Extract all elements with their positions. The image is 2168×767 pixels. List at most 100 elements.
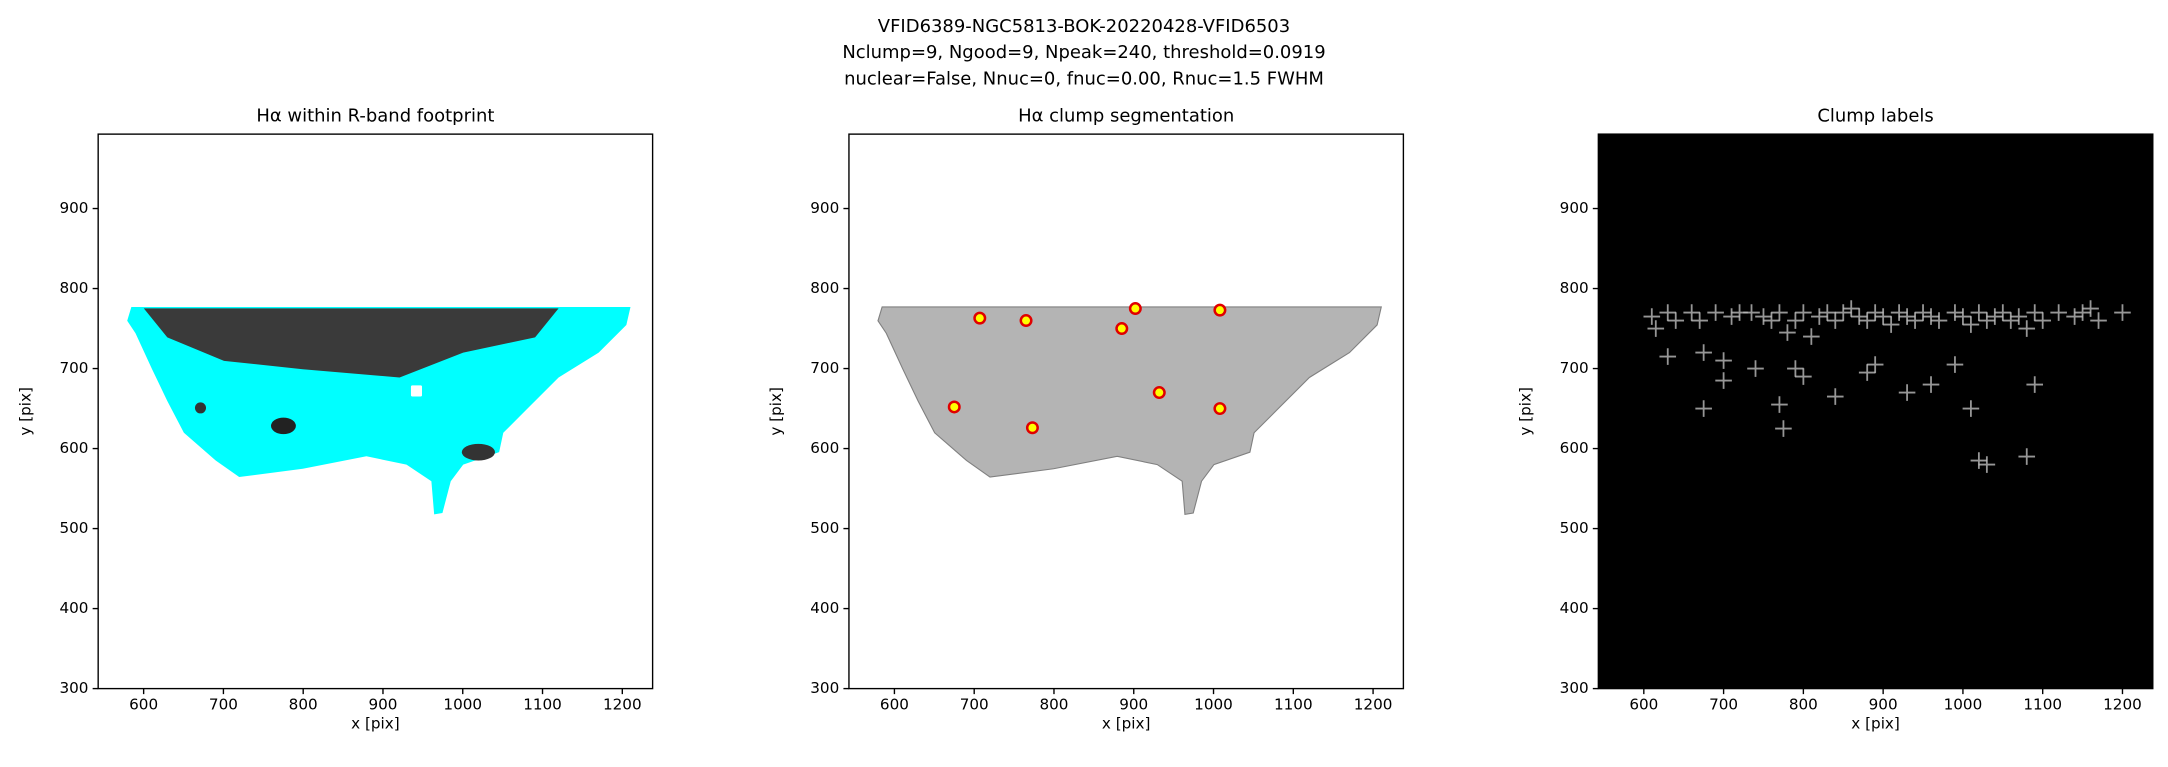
peak-marker — [1946, 304, 1964, 321]
halpha-emission — [143, 308, 559, 378]
peak-marker — [1695, 344, 1712, 361]
peak-marker — [1723, 308, 1740, 325]
halpha-blob — [271, 417, 296, 435]
y-tick-label: 600 — [810, 439, 839, 457]
peak-marker — [1811, 308, 1828, 325]
x-tick-label: 800 — [1039, 696, 1068, 714]
peak-marker — [1994, 304, 2012, 321]
y-tick-label: 400 — [59, 599, 88, 617]
peak-marker — [1866, 304, 1884, 321]
peak-marker — [1954, 308, 1972, 325]
peak-marker — [2082, 300, 2099, 317]
x-tick-label: 900 — [368, 696, 397, 714]
peak-marker — [2010, 308, 2028, 325]
y-axis-label: y [pix] — [767, 387, 785, 436]
axes-frame — [1597, 133, 2154, 690]
axes-title: Hα clump segmentation — [1018, 106, 1234, 127]
x-axis-label: x [pix] — [1102, 715, 1151, 733]
peak-marker — [1866, 356, 1884, 373]
suptitle: Nclump=9, Ngood=9, Npeak=240, threshold=… — [842, 42, 1325, 63]
peak-marker — [1755, 308, 1772, 325]
x-tick-label: 1000 — [1194, 696, 1233, 714]
peak-marker — [1946, 356, 1964, 373]
y-tick-label: 700 — [1560, 359, 1589, 377]
peak-marker — [1707, 304, 1724, 321]
y-tick-label: 500 — [59, 519, 88, 537]
nucleus-marker — [408, 382, 425, 400]
peak-marker — [1930, 312, 1948, 329]
x-tick-label: 1000 — [443, 696, 482, 714]
peak-marker — [1834, 304, 1852, 321]
peak-marker — [1779, 324, 1796, 341]
peak-marker — [1898, 308, 1916, 325]
segmentation-image — [877, 306, 1382, 516]
peak-marker — [1691, 312, 1708, 329]
y-tick-label: 800 — [59, 279, 88, 297]
peak-marker — [1647, 320, 1665, 337]
halpha-blob — [194, 402, 207, 414]
peak-marker — [2002, 312, 2020, 329]
peak-marker — [1922, 308, 1940, 325]
peak-marker — [1715, 352, 1732, 369]
peak-marker — [2066, 308, 2083, 325]
x-tick-label: 1100 — [2023, 696, 2062, 714]
clump-marker — [1213, 303, 1227, 317]
clump-marker — [1128, 302, 1142, 316]
peak-marker — [1858, 364, 1876, 381]
y-tick-label: 600 — [59, 439, 88, 457]
peak-marker — [1771, 396, 1788, 413]
clump-marker — [1019, 314, 1033, 328]
segmentation-area — [877, 306, 1382, 516]
x-tick-label: 600 — [880, 696, 909, 714]
suptitle: nuclear=False, Nnuc=0, fnuc=0.00, Rnuc=1… — [844, 68, 1324, 89]
x-tick-label: 900 — [1119, 696, 1148, 714]
peak-marker — [1795, 304, 1812, 321]
peak-marker — [1659, 304, 1677, 321]
peak-marker — [1643, 308, 1661, 325]
peak-marker — [1962, 316, 1980, 333]
peak-marker — [1858, 312, 1876, 329]
clump-marker — [947, 400, 961, 414]
peak-marker — [1715, 372, 1732, 389]
y-tick-label: 400 — [1560, 599, 1589, 617]
halpha-blob — [461, 443, 495, 461]
peak-marker — [1874, 308, 1892, 325]
peak-marker — [1683, 304, 1700, 321]
peak-marker — [1850, 308, 1868, 325]
image-background — [1598, 134, 2153, 689]
x-tick-label: 700 — [960, 696, 989, 714]
x-tick-label: 600 — [1629, 696, 1658, 714]
peak-marker — [2018, 448, 2036, 465]
peak-marker — [1747, 360, 1764, 377]
x-tick-label: 1100 — [1274, 696, 1313, 714]
y-tick-label: 300 — [810, 679, 839, 697]
peak-marker — [1771, 304, 1788, 321]
peak-marker — [1743, 304, 1760, 321]
peak-marker — [1842, 300, 1860, 317]
peak-marker — [1667, 312, 1685, 329]
x-tick-label: 1100 — [523, 696, 562, 714]
peak-marker — [1882, 316, 1900, 333]
y-tick-label: 300 — [59, 679, 88, 697]
axes-title: Clump labels — [1817, 106, 1933, 127]
y-tick-label: 800 — [810, 279, 839, 297]
peak-marker — [1826, 388, 1844, 405]
y-tick-label: 900 — [1560, 199, 1589, 217]
axes-frame — [848, 133, 1405, 690]
peak-marker — [1906, 312, 1924, 329]
footprint-image — [127, 306, 631, 515]
peak-marker — [2034, 312, 2051, 329]
y-axis-label: y [pix] — [16, 387, 34, 436]
y-tick-label: 800 — [1560, 279, 1589, 297]
clump-marker — [1115, 322, 1129, 336]
y-tick-label: 900 — [810, 199, 839, 217]
peak-marker — [1898, 384, 1916, 401]
peak-marker — [1659, 348, 1677, 365]
clump-marker — [1152, 386, 1166, 400]
peak-marker — [1962, 400, 1980, 417]
peak-marker — [1978, 312, 1996, 329]
y-axis-label: y [pix] — [1517, 387, 1535, 436]
peak-marker — [2018, 320, 2036, 337]
